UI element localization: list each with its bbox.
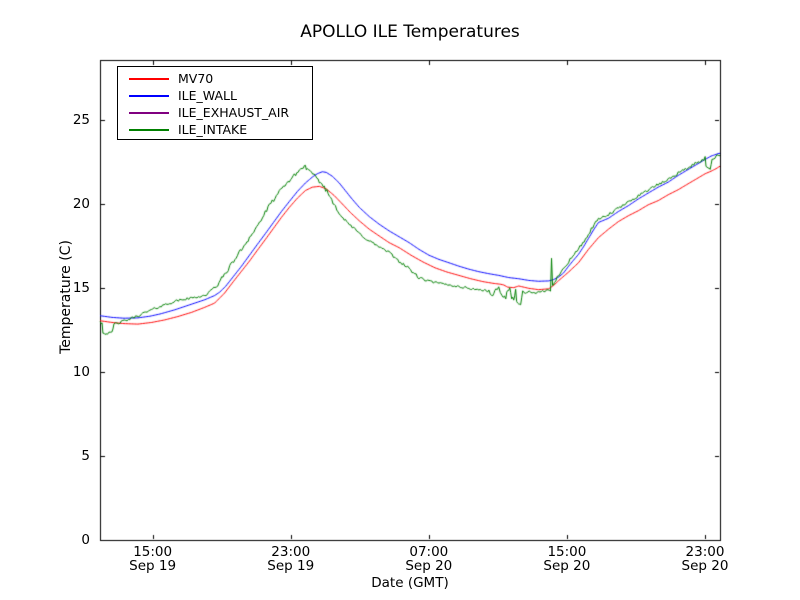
y-tick-label: 0 bbox=[81, 532, 90, 548]
x-tick-date: Sep 20 bbox=[681, 558, 729, 574]
legend-item-ile-wall: ILE_WALL bbox=[118, 87, 312, 104]
x-tick-label: 07:00 Sep 20 bbox=[384, 545, 474, 573]
legend-line-ile-wall bbox=[129, 94, 169, 97]
x-tick-label: 23:00 Sep 19 bbox=[246, 545, 336, 573]
x-tick-label: 15:00 Sep 20 bbox=[522, 545, 612, 573]
legend-item-ile-intake: ILE_INTAKE bbox=[118, 121, 312, 138]
legend-item-mv70: MV70 bbox=[118, 70, 312, 87]
legend-line-mv70 bbox=[129, 77, 169, 80]
x-tick-date: Sep 19 bbox=[267, 558, 315, 574]
y-tick-label: 25 bbox=[72, 111, 90, 128]
x-tick-label: 15:00 Sep 19 bbox=[108, 545, 198, 573]
legend-label: MV70 bbox=[178, 70, 214, 86]
y-axis-label: Temperature (C) bbox=[58, 240, 74, 354]
x-tick-time: 07:00 bbox=[409, 544, 449, 560]
legend: MV70 ILE_WALL ILE_EXHAUST_AIR ILE_INTAKE bbox=[117, 66, 313, 140]
x-tick-label: 23:00 Sep 20 bbox=[660, 545, 750, 573]
chart-title: APOLLO ILE Temperatures bbox=[300, 22, 520, 42]
y-tick-label: 5 bbox=[81, 447, 90, 464]
y-tick-label: 20 bbox=[72, 195, 90, 212]
legend-line-ile-exhaust-air bbox=[129, 111, 169, 114]
legend-label: ILE_EXHAUST_AIR bbox=[178, 104, 290, 120]
x-tick-time: 15:00 bbox=[547, 544, 587, 560]
y-tick-label: 10 bbox=[72, 363, 90, 380]
x-tick-time: 23:00 bbox=[271, 544, 311, 560]
legend-line-ile-intake bbox=[129, 128, 169, 131]
x-axis-label: Date (GMT) bbox=[371, 575, 449, 591]
x-tick-date: Sep 20 bbox=[543, 558, 591, 574]
x-tick-time: 23:00 bbox=[685, 544, 725, 560]
x-tick-date: Sep 19 bbox=[129, 558, 177, 574]
x-tick-time: 15:00 bbox=[133, 544, 173, 560]
legend-label: ILE_WALL bbox=[178, 87, 237, 103]
legend-label: ILE_INTAKE bbox=[178, 121, 248, 137]
legend-item-ile-exhaust-air: ILE_EXHAUST_AIR bbox=[118, 104, 312, 121]
x-tick-date: Sep 20 bbox=[405, 558, 453, 574]
y-tick-label: 15 bbox=[72, 279, 90, 296]
